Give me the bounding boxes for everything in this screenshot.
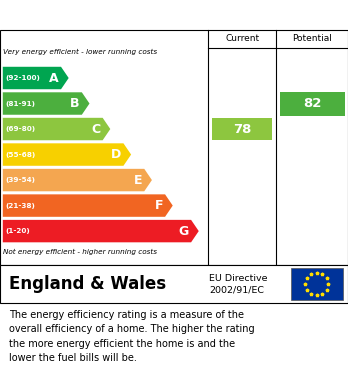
Text: 78: 78 (233, 122, 251, 136)
Text: D: D (111, 148, 121, 161)
Polygon shape (3, 194, 173, 217)
Text: The energy efficiency rating is a measure of the
overall efficiency of a home. T: The energy efficiency rating is a measur… (9, 310, 254, 363)
Text: (81-91): (81-91) (5, 100, 35, 106)
Polygon shape (3, 118, 110, 140)
Polygon shape (3, 143, 131, 166)
Text: F: F (155, 199, 163, 212)
Text: Energy Efficiency Rating: Energy Efficiency Rating (9, 7, 211, 23)
Text: (39-54): (39-54) (5, 177, 35, 183)
Text: Not energy efficient - higher running costs: Not energy efficient - higher running co… (3, 249, 158, 255)
Text: E: E (134, 174, 142, 187)
Text: EU Directive
2002/91/EC: EU Directive 2002/91/EC (209, 274, 267, 294)
Text: Current: Current (225, 34, 259, 43)
Polygon shape (3, 67, 69, 89)
Text: Potential: Potential (292, 34, 332, 43)
Text: (69-80): (69-80) (5, 126, 35, 132)
Text: England & Wales: England & Wales (9, 275, 166, 293)
Text: (21-38): (21-38) (5, 203, 35, 208)
Text: Very energy efficient - lower running costs: Very energy efficient - lower running co… (3, 49, 158, 55)
Polygon shape (3, 92, 89, 115)
Text: G: G (179, 224, 189, 238)
Text: 82: 82 (303, 97, 321, 110)
Polygon shape (212, 118, 272, 140)
Polygon shape (3, 220, 199, 242)
Text: B: B (70, 97, 80, 110)
Text: (55-68): (55-68) (5, 152, 35, 158)
Text: (92-100): (92-100) (5, 75, 40, 81)
Text: C: C (92, 122, 101, 136)
Polygon shape (280, 91, 345, 115)
Bar (291, 268, 343, 300)
Polygon shape (3, 169, 152, 191)
Text: (1-20): (1-20) (5, 228, 30, 234)
Text: A: A (49, 72, 59, 84)
